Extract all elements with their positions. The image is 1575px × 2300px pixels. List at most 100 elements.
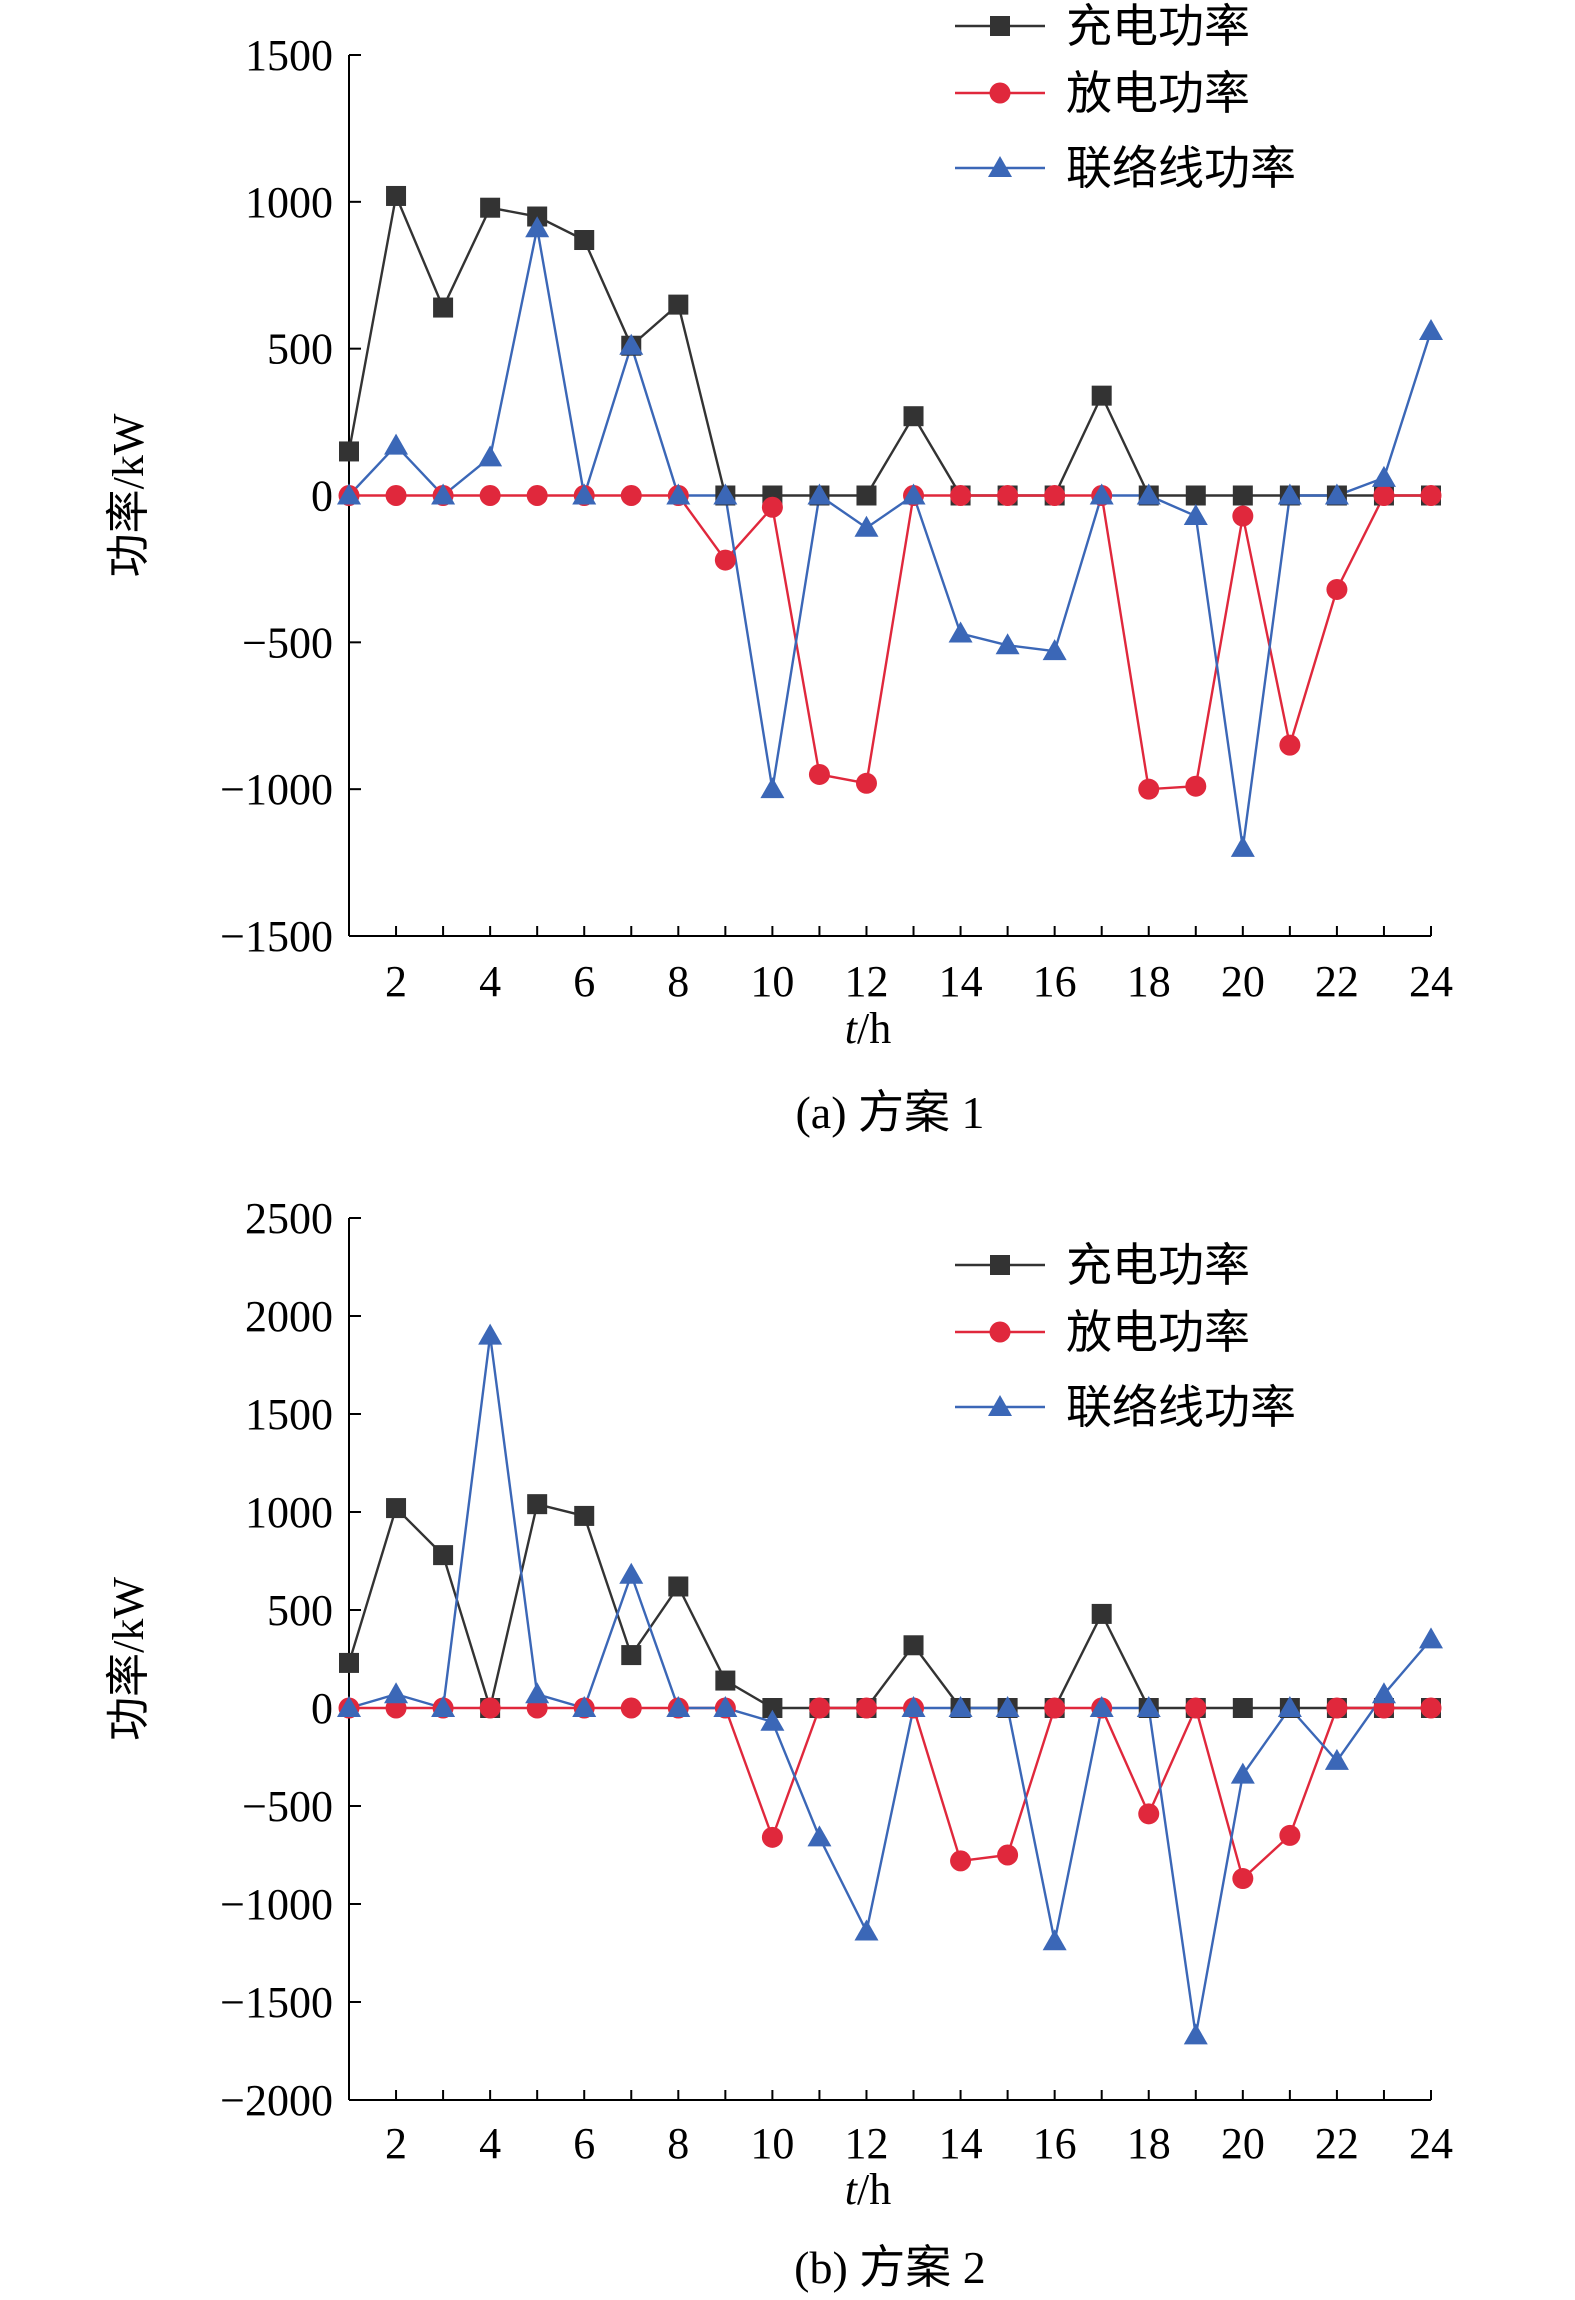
data-point-s2: [1279, 734, 1301, 756]
data-point-s3: [525, 1682, 550, 1704]
data-point-s1: [339, 441, 359, 462]
chart-caption: (a) 方案 1: [795, 1087, 984, 1138]
data-point-s2: [808, 1697, 830, 1719]
data-point-s3: [572, 483, 597, 505]
x-tick-label: 22: [1315, 957, 1359, 1006]
data-point-s1: [480, 197, 501, 218]
data-point-s3: [1419, 1627, 1443, 1649]
data-point-s1: [903, 1635, 924, 1656]
data-point-s3: [760, 1709, 785, 1731]
data-point-s2: [714, 549, 736, 571]
data-point-s2: [855, 1697, 877, 1719]
data-point-s1: [1091, 1603, 1112, 1624]
series-line-1: [347, 1502, 1431, 1713]
data-point-s2: [1373, 485, 1395, 506]
data-point-s3: [854, 515, 879, 537]
x-tick-label: 20: [1221, 2119, 1265, 2168]
data-point-s1: [903, 406, 924, 427]
x-tick-label: 6: [573, 957, 595, 1006]
data-point-s1: [621, 1645, 642, 1666]
series-line-2: [349, 1704, 1431, 1881]
x-axis-title-var: t: [845, 1004, 859, 1053]
data-point-s1: [1091, 385, 1112, 406]
data-point-s3: [384, 1682, 409, 1704]
data-point-s1: [574, 230, 595, 251]
legend-marker: [989, 1321, 1011, 1343]
data-point-s3: [1230, 835, 1255, 857]
data-point-s2: [620, 485, 642, 506]
data-point-s2: [479, 485, 501, 506]
data-point-s1: [527, 1494, 548, 1515]
x-axis-title-unit: /h: [857, 2165, 891, 2214]
y-tick-label: −1500: [220, 912, 333, 961]
legend-label: 充电功率: [1066, 0, 1250, 53]
data-point-s2: [1420, 1697, 1442, 1719]
y-tick-label: 1000: [245, 1488, 333, 1537]
data-point-s2: [1232, 1868, 1254, 1890]
x-tick-label: 12: [844, 957, 888, 1006]
data-point-s2: [997, 485, 1019, 506]
data-point-s3: [760, 777, 785, 799]
data-point-s3: [995, 633, 1020, 655]
legend-marker: [990, 16, 1010, 36]
chart-panel-2: −2000 −1500 −1000 −500 0 500 1000 1500 2000 2500 2…: [104, 1194, 1453, 2293]
data-point-s3: [666, 483, 691, 505]
data-point-s1: [715, 1670, 736, 1691]
data-point-s3: [713, 483, 738, 505]
data-point-s1: [339, 1652, 359, 1673]
data-point-s3: [431, 483, 456, 505]
data-point-s2: [950, 485, 972, 506]
data-point-s3: [431, 1696, 456, 1717]
data-point-s2: [385, 485, 407, 506]
data-point-s3: [948, 621, 973, 643]
x-tick-label: 10: [750, 957, 794, 1006]
data-point-s3: [619, 1562, 644, 1584]
x-tick-label: 2: [385, 957, 407, 1006]
x-tick-label: 14: [939, 957, 983, 1006]
data-point-s3: [713, 1696, 738, 1717]
legend-marker: [988, 1395, 1012, 1416]
legend-marker: [988, 156, 1012, 177]
data-point-s2: [620, 1697, 642, 1719]
x-tick-label: 2: [385, 2119, 407, 2168]
y-tick-label: 2000: [245, 1292, 333, 1341]
y-tick-label: −2000: [220, 2076, 333, 2125]
x-tick-label: 12: [844, 2119, 888, 2168]
chart-caption: (b) 方案 2: [794, 2242, 986, 2293]
y-tick-label: −1000: [220, 765, 333, 814]
x-tick-label: 4: [479, 2119, 501, 2168]
data-point-s3: [384, 433, 409, 455]
data-point-s2: [1138, 1803, 1160, 1825]
y-tick-label: −500: [242, 618, 333, 667]
data-point-s1: [762, 1698, 783, 1718]
legend-label: 联络线功率: [1066, 1380, 1296, 1434]
data-point-s3: [1089, 1696, 1114, 1717]
x-tick-label: 4: [479, 957, 501, 1006]
series-line-3: [348, 228, 1433, 849]
data-point-s2: [855, 772, 877, 794]
x-axis-title-var: t: [845, 2165, 859, 2214]
data-point-s3: [572, 1696, 597, 1717]
legend-label: 充电功率: [1066, 1238, 1250, 1292]
data-point-s3: [619, 333, 644, 355]
x-axis-title: t/h: [845, 2165, 891, 2214]
y-tick-label: 0: [311, 472, 333, 521]
x-axis-title-unit: /h: [857, 1004, 891, 1053]
data-point-s2: [761, 496, 783, 518]
data-point-s2: [479, 1697, 501, 1719]
series-line-1: [347, 191, 1431, 497]
y-tick-label: −1000: [220, 1880, 333, 1929]
data-point-s1: [1185, 485, 1206, 506]
data-point-s1: [386, 1498, 407, 1519]
data-point-s3: [478, 445, 503, 467]
legend-label: 联络线功率: [1066, 141, 1296, 195]
data-point-s2: [1044, 485, 1066, 506]
y-tick-label: −1500: [220, 1978, 333, 2027]
x-tick-label: 24: [1409, 2119, 1453, 2168]
legend-marker: [990, 1255, 1010, 1275]
x-tick-label: 22: [1315, 2119, 1359, 2168]
series-line-3: [348, 1335, 1432, 2036]
data-point-s3: [1089, 483, 1114, 505]
data-point-s3: [1371, 465, 1396, 487]
